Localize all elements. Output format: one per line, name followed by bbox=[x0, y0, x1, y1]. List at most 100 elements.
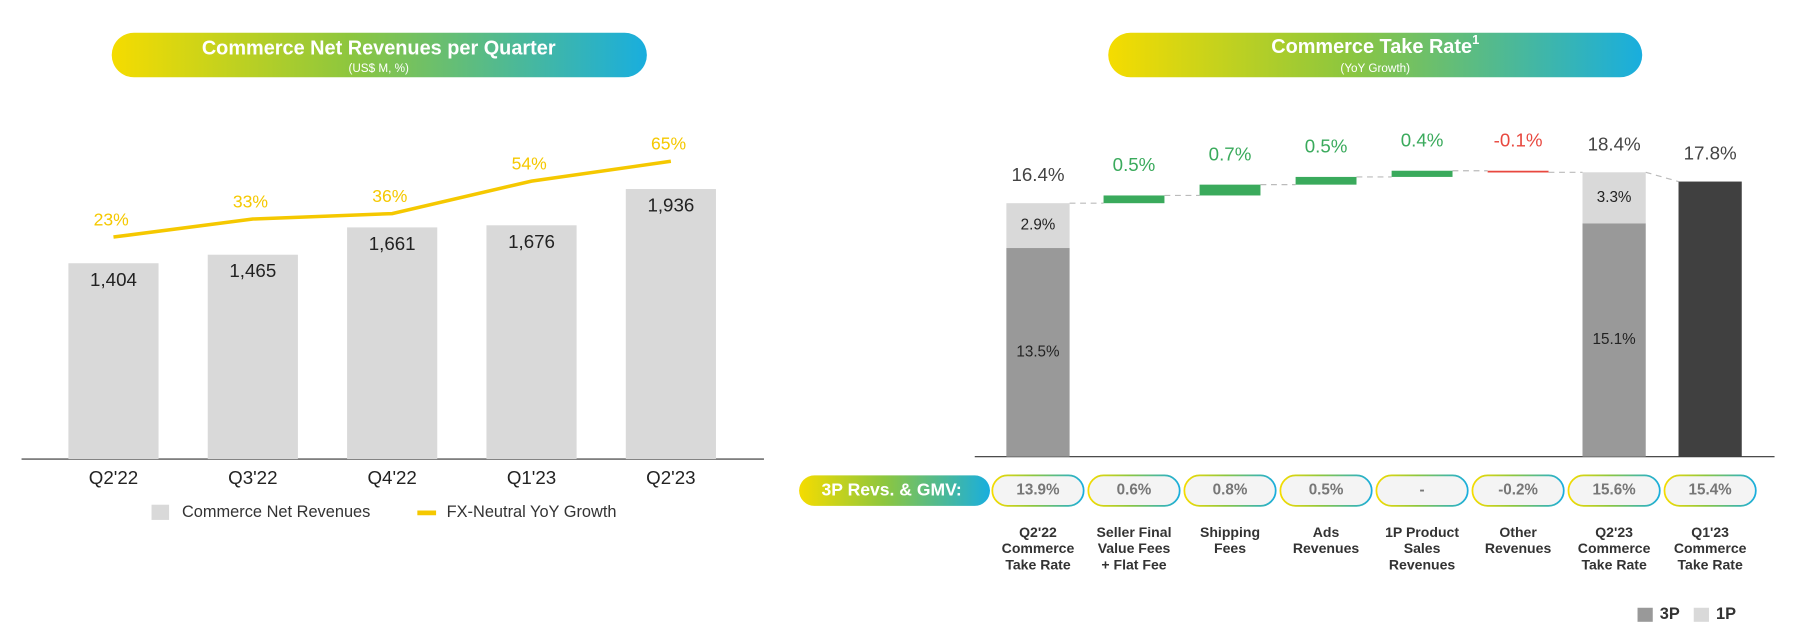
line-label: 33% bbox=[233, 191, 268, 211]
bar-segment bbox=[1582, 172, 1646, 224]
bar bbox=[347, 227, 438, 460]
bar-segment bbox=[1006, 248, 1070, 457]
gmv-pill bbox=[1279, 474, 1373, 507]
legend-swatch bbox=[1693, 607, 1709, 622]
x-tick-label: Seller Final Value Fees + Flat Fee bbox=[1097, 524, 1172, 573]
x-tick-line: 1P Product bbox=[1385, 524, 1459, 540]
x-tick-label: Other Revenues bbox=[1485, 524, 1552, 556]
gmv-pill bbox=[1663, 474, 1757, 507]
gmv-pill bbox=[1567, 474, 1661, 507]
x-tick-line: Commerce bbox=[1002, 540, 1075, 556]
bar-label: 1,936 bbox=[647, 195, 694, 216]
gmv-value: 15.6% bbox=[1593, 482, 1637, 499]
x-tick-label: Q1'23 Commerce Take Rate bbox=[1674, 524, 1747, 573]
change-label: 0.5% bbox=[1305, 136, 1348, 157]
gmv-pill bbox=[1087, 474, 1181, 507]
change-bar bbox=[1487, 170, 1549, 173]
x-tick-line: Revenues bbox=[1389, 556, 1456, 572]
x-tick-line: Revenues bbox=[1485, 540, 1552, 556]
gmv-value: -0.2% bbox=[1498, 482, 1538, 499]
x-tick-line: Commerce bbox=[1578, 540, 1651, 556]
gmv-value: 0.8% bbox=[1213, 482, 1248, 499]
x-tick-label: 1P Product Sales Revenues bbox=[1385, 524, 1459, 573]
change-bar bbox=[1199, 184, 1261, 196]
change-label: 0.7% bbox=[1209, 143, 1252, 164]
bar bbox=[68, 263, 159, 460]
legend-label: FX-Neutral YoY Growth bbox=[447, 503, 617, 521]
line-label: 23% bbox=[94, 209, 129, 229]
legend-label: 1P bbox=[1716, 605, 1736, 623]
x-tick-line: Ads bbox=[1313, 524, 1340, 540]
bar-label: 1,404 bbox=[90, 269, 137, 290]
bar bbox=[486, 225, 577, 460]
x-tick-label: Q2'23 Commerce Take Rate bbox=[1578, 524, 1651, 573]
title-pill bbox=[1108, 32, 1643, 78]
x-tick-line: Take Rate bbox=[1677, 556, 1743, 572]
gmv-label: 3P Revs. & GMV: bbox=[822, 479, 962, 499]
x-tick-label: Q2'23 bbox=[646, 467, 695, 488]
total-label: 18.4% bbox=[1588, 133, 1641, 154]
bar bbox=[625, 189, 716, 460]
x-tick-line: Q2'22 bbox=[1019, 524, 1057, 540]
title-text: Commerce Take Rate bbox=[1271, 36, 1472, 58]
change-bar bbox=[1391, 170, 1453, 177]
gmv-label-pill bbox=[799, 475, 990, 506]
line bbox=[113, 159, 672, 239]
total-label: 16.4% bbox=[1011, 164, 1064, 185]
gmv-pill bbox=[1471, 474, 1565, 507]
gmv-value: - bbox=[1420, 482, 1425, 499]
x-tick-line: Shipping bbox=[1200, 524, 1260, 540]
legend-swatch bbox=[1637, 607, 1653, 622]
x-tick-line: Q2'23 bbox=[1595, 524, 1633, 540]
x-tick-label: Ads Revenues bbox=[1293, 524, 1360, 556]
segment-label: 15.1% bbox=[1593, 331, 1636, 348]
gmv-value: 15.4% bbox=[1689, 482, 1733, 499]
gmv-pill bbox=[1375, 474, 1469, 507]
x-tick-line: Other bbox=[1499, 524, 1537, 540]
gmv-pill bbox=[991, 474, 1085, 507]
title-pill bbox=[111, 32, 647, 78]
legend-label: Commerce Net Revenues bbox=[182, 503, 370, 521]
legend-swatch bbox=[151, 504, 170, 520]
gmv-pill bbox=[1183, 474, 1277, 507]
line-label: 36% bbox=[372, 186, 407, 206]
gmv-value: 13.9% bbox=[1016, 482, 1060, 499]
x-tick-line: Take Rate bbox=[1005, 556, 1071, 572]
change-label: 0.4% bbox=[1401, 129, 1444, 150]
change-label: 0.5% bbox=[1113, 154, 1156, 175]
change-bar bbox=[1103, 195, 1165, 204]
gmv-value: 0.6% bbox=[1117, 482, 1152, 499]
x-tick-line: Value Fees bbox=[1098, 540, 1171, 556]
segment-label: 3.3% bbox=[1597, 189, 1632, 206]
title-note: 1 bbox=[1472, 32, 1479, 47]
x-tick-label: Q3'22 bbox=[228, 467, 277, 488]
bar-label: 1,661 bbox=[369, 233, 416, 254]
segment-label: 2.9% bbox=[1021, 217, 1056, 234]
bar-segment bbox=[1582, 223, 1646, 457]
bar-label: 1,676 bbox=[508, 231, 555, 252]
chart-title: Commerce Take Rate1 bbox=[1271, 32, 1479, 58]
connector bbox=[1645, 171, 1679, 183]
x-tick-line: Commerce bbox=[1674, 540, 1747, 556]
x-tick-label: Shipping Fees bbox=[1200, 524, 1260, 556]
line-label: 65% bbox=[651, 134, 686, 154]
chart-title: Commerce Net Revenues per Quarter bbox=[202, 37, 556, 59]
line-label: 54% bbox=[512, 153, 547, 173]
x-tick-line: Revenues bbox=[1293, 540, 1360, 556]
total-bar bbox=[1678, 181, 1742, 457]
x-tick-label: Q1'23 bbox=[507, 467, 556, 488]
bar bbox=[207, 254, 298, 460]
x-tick-label: Q2'22 bbox=[89, 467, 138, 488]
bar-label: 1,465 bbox=[229, 260, 276, 281]
change-bar bbox=[1295, 176, 1357, 185]
x-tick-line: Take Rate bbox=[1581, 556, 1647, 572]
segment-label: 13.5% bbox=[1016, 343, 1059, 360]
x-tick-line: Seller Final bbox=[1097, 524, 1172, 540]
chart-subtitle: (YoY Growth) bbox=[1340, 62, 1410, 75]
x-tick-line: Q1'23 bbox=[1691, 524, 1729, 540]
total-label: 17.8% bbox=[1684, 143, 1737, 164]
x-tick-line: Fees bbox=[1214, 540, 1246, 556]
x-tick-line: + Flat Fee bbox=[1101, 556, 1166, 572]
